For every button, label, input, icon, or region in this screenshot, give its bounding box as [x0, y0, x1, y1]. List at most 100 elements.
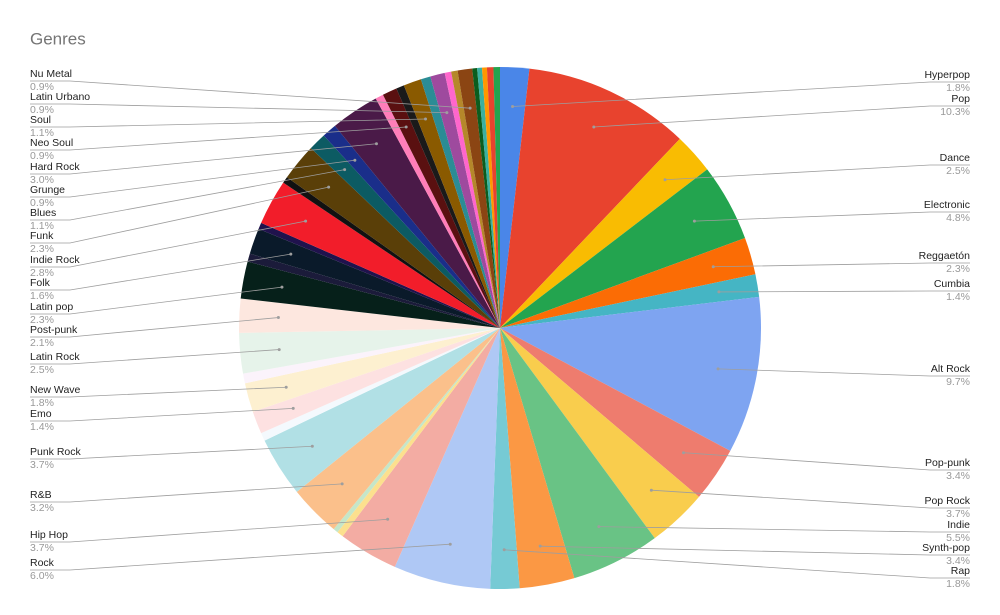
- slice-label: Latin Rock: [30, 351, 80, 363]
- leader-line: [30, 518, 388, 543]
- leader-line: [683, 452, 970, 471]
- leader-dot: [717, 290, 721, 294]
- leader-dot: [277, 348, 281, 352]
- leader-line: [30, 103, 447, 114]
- leader-dot: [404, 125, 408, 129]
- pie-slice: [239, 328, 500, 374]
- slice-label: R&B: [30, 489, 52, 501]
- pie-slice: [493, 67, 500, 328]
- leader-line: [30, 80, 471, 109]
- slice-label: Hard Rock: [30, 161, 80, 173]
- leader-line: [30, 220, 306, 268]
- slice-label: Neo Soul: [30, 137, 73, 149]
- leader-line: [30, 286, 283, 315]
- slice-label: Grunge: [30, 184, 65, 196]
- slice-value-label: 2.8%: [30, 267, 54, 279]
- slice-value-label: 2.3%: [30, 243, 54, 255]
- leader-line: [512, 81, 970, 107]
- slice-label: Rock: [30, 557, 55, 569]
- leader-dot: [502, 548, 506, 552]
- pie-slice: [264, 328, 500, 492]
- leader-line: [664, 164, 970, 181]
- leader-dot: [592, 125, 596, 129]
- pie-slice: [394, 328, 500, 589]
- chart-title: Genres: [30, 29, 86, 48]
- slice-value-label: 3.4%: [946, 555, 970, 567]
- leader-dot: [468, 106, 472, 110]
- slice-value-label: 0.9%: [30, 104, 54, 116]
- slice-value-label: 1.1%: [30, 127, 54, 139]
- pie-slice: [337, 328, 500, 537]
- pie-slice: [490, 328, 520, 589]
- pie-slice: [247, 253, 500, 328]
- slice-label: Electronic: [924, 199, 970, 211]
- pie-slice: [500, 328, 575, 589]
- slice-label: Blues: [30, 207, 56, 219]
- leader-line: [30, 169, 345, 221]
- slice-label: Rap: [951, 565, 970, 577]
- leader-dot: [284, 385, 288, 389]
- leader-line: [30, 143, 377, 175]
- pie-slice: [240, 261, 500, 328]
- leader-dot: [649, 488, 653, 492]
- leader-line: [694, 211, 970, 222]
- pie-slice: [500, 68, 680, 328]
- slice-label: Soul: [30, 114, 51, 126]
- pie-slice: [500, 138, 708, 328]
- slice-value-label: 1.4%: [30, 421, 54, 433]
- pie-slice: [396, 85, 500, 328]
- leader-line: [593, 105, 970, 128]
- pie-slice: [500, 238, 756, 328]
- slice-label: Indie Rock: [30, 254, 80, 266]
- slice-value-label: 0.9%: [30, 150, 54, 162]
- slice-label: Post-punk: [30, 324, 78, 336]
- pie-slice: [342, 328, 500, 567]
- pie-slice: [243, 328, 501, 384]
- leader-dot: [448, 542, 452, 546]
- pie-slice: [252, 328, 500, 434]
- slice-label: Synth-pop: [922, 542, 970, 554]
- leader-dot: [280, 285, 284, 289]
- leader-line: [30, 483, 343, 503]
- slice-label: Dance: [940, 152, 971, 164]
- slice-label: Hip Hop: [30, 529, 68, 541]
- slice-label: Alt Rock: [931, 363, 971, 375]
- pie-slice: [444, 71, 500, 329]
- pie-slice: [382, 88, 500, 329]
- pie-slice: [500, 328, 699, 539]
- slice-value-label: 9.7%: [946, 376, 970, 388]
- pie-slice: [500, 296, 761, 451]
- slice-label: Latin Urbano: [30, 91, 90, 103]
- slice-value-label: 3.2%: [30, 502, 54, 514]
- slice-value-label: 10.3%: [940, 106, 970, 118]
- slice-value-label: 1.8%: [946, 578, 970, 590]
- leader-line: [718, 368, 970, 377]
- slice-label: Cumbia: [934, 278, 970, 290]
- leader-dot: [353, 158, 357, 162]
- leader-dot: [716, 367, 720, 371]
- slice-value-label: 3.7%: [30, 542, 54, 554]
- slice-value-label: 5.5%: [946, 532, 970, 544]
- leader-dot: [511, 105, 515, 109]
- leader-dot: [310, 444, 314, 448]
- leader-line: [30, 445, 313, 460]
- slice-label: Funk: [30, 230, 54, 242]
- leader-line: [30, 159, 355, 198]
- leader-dot: [424, 117, 428, 121]
- leader-line: [30, 118, 426, 128]
- leader-dot: [276, 316, 280, 320]
- slice-value-label: 1.8%: [30, 397, 54, 409]
- pie-slice: [239, 298, 500, 333]
- pie-slice: [333, 328, 500, 533]
- slice-value-label: 3.0%: [30, 174, 54, 186]
- leader-dot: [711, 265, 715, 269]
- slice-value-label: 2.5%: [30, 364, 54, 376]
- leader-dot: [289, 252, 293, 256]
- leader-line: [718, 290, 970, 293]
- slice-value-label: 1.8%: [946, 82, 970, 94]
- slice-value-label: 2.1%: [30, 337, 54, 349]
- slice-value-label: 3.4%: [946, 470, 970, 482]
- pie-slice: [296, 328, 500, 530]
- leader-dot: [291, 406, 295, 410]
- slice-value-label: 6.0%: [30, 570, 54, 582]
